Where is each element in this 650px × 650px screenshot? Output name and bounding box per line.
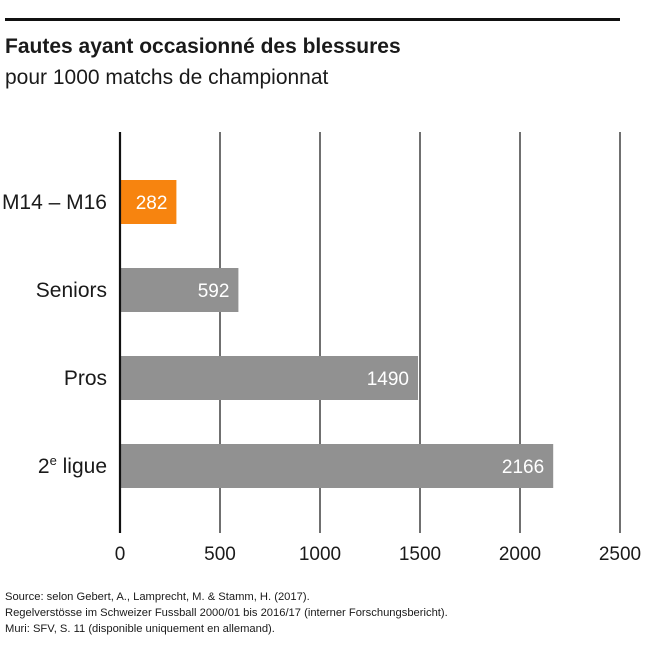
value-label-1: 592 [198, 281, 230, 302]
top-rule [5, 18, 620, 21]
tick-label-2500: 2500 [599, 544, 641, 565]
source-line-3: Muri: SFV, S. 11 (disponible uniquement … [5, 623, 275, 635]
bar-3 [120, 444, 554, 488]
source-line-2: Regelverstösse im Schweizer Fussball 200… [5, 607, 448, 619]
category-label-2: Pros [64, 367, 107, 390]
category-label-3: 2e ligue [38, 453, 107, 478]
bar-1 [120, 268, 239, 312]
chart-title: Fautes ayant occasionné des blessures [5, 35, 401, 58]
tick-label-2000: 2000 [499, 544, 541, 565]
tick-label-1500: 1500 [399, 544, 441, 565]
value-label-0: 282 [136, 193, 168, 214]
bar-0 [120, 180, 177, 224]
tick-label-0: 0 [115, 544, 126, 565]
tick-label-500: 500 [204, 544, 236, 565]
source-line-1: Source: selon Gebert, A., Lamprecht, M. … [5, 591, 310, 603]
chart-subtitle: pour 1000 matchs de championnat [5, 66, 329, 89]
source-note: Source: selon Gebert, A., Lamprecht, M. … [5, 589, 448, 637]
value-label-2: 1490 [367, 369, 409, 390]
tick-label-1000: 1000 [299, 544, 341, 565]
bar-2 [120, 356, 418, 400]
category-label-0: M14 – M16 [2, 191, 107, 214]
value-label-3: 2166 [502, 457, 544, 478]
category-label-1: Seniors [36, 279, 107, 302]
